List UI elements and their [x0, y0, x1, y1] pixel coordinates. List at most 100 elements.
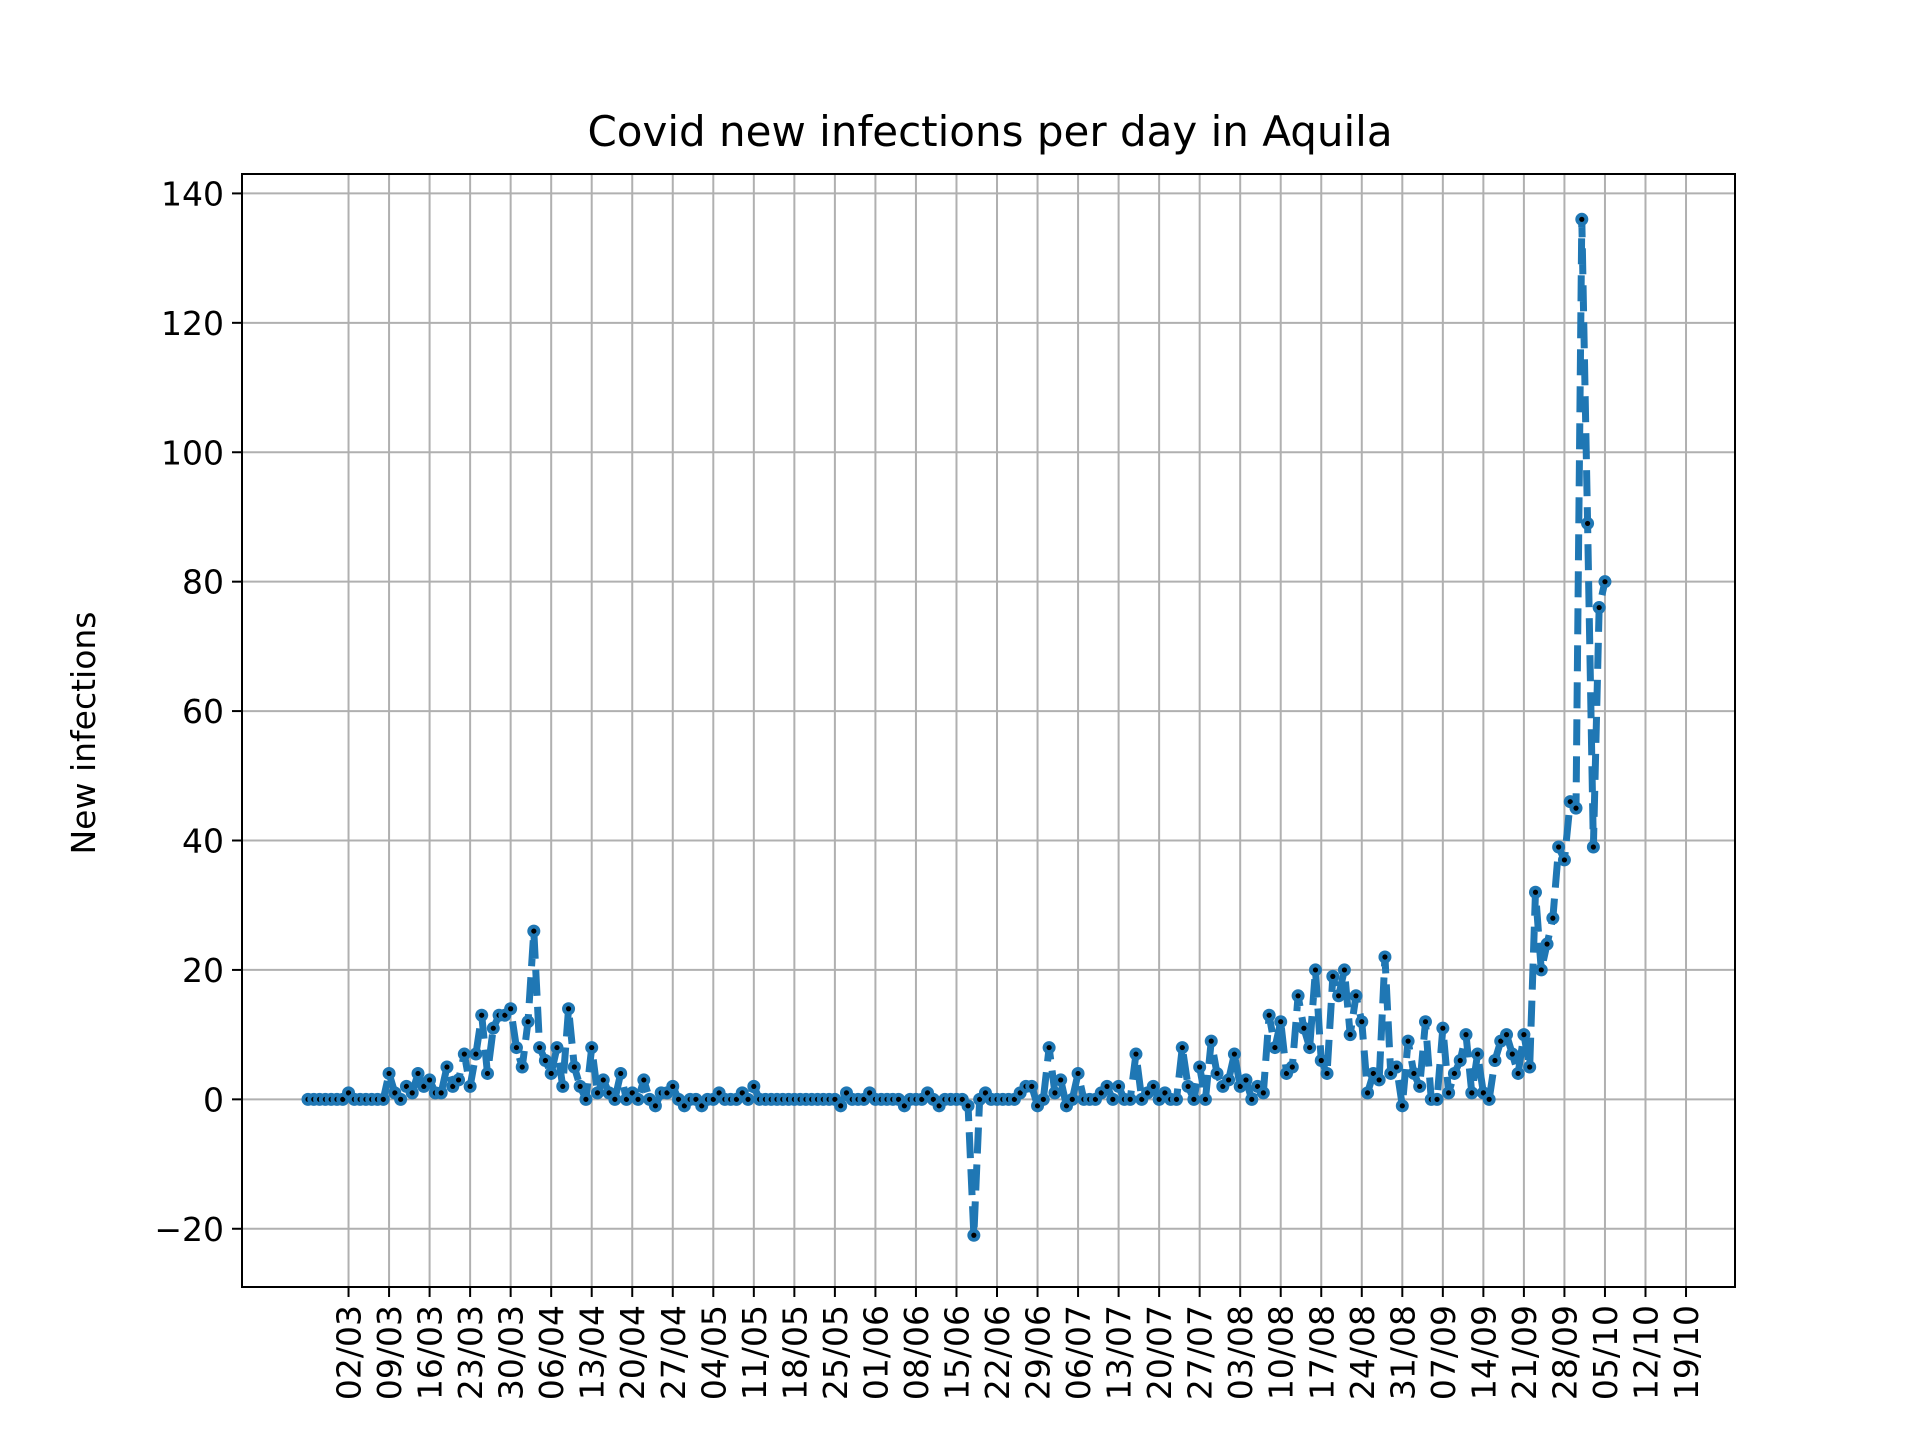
data-point-dot: [838, 1103, 844, 1109]
data-point-dot: [1173, 1096, 1180, 1102]
data-point-dot: [936, 1103, 942, 1109]
data-point-dot: [1393, 1064, 1400, 1070]
data-point-dot: [1278, 1019, 1284, 1025]
data-point-dot: [930, 1096, 936, 1102]
y-tick-label: 80: [182, 563, 224, 602]
data-point-dot: [1266, 1012, 1272, 1018]
data-point-dot: [1144, 1090, 1151, 1096]
data-point-dot: [670, 1083, 676, 1090]
data-point-dot: [398, 1096, 404, 1102]
x-tick-label: 09/03: [370, 1305, 409, 1400]
data-point-dot: [1451, 1070, 1458, 1077]
data-point-dot: [1139, 1096, 1145, 1102]
data-point-dot: [1579, 216, 1585, 222]
x-tick-label: 22/06: [978, 1305, 1017, 1400]
data-point-dot: [1301, 1025, 1307, 1031]
x-tick-label: 23/03: [451, 1305, 490, 1400]
x-tick-label: 01/06: [856, 1305, 895, 1400]
data-point-dot: [589, 1044, 595, 1051]
plot-frame: [241, 173, 1736, 1288]
data-point-dot: [1237, 1083, 1243, 1090]
y-tick-label: 60: [182, 692, 224, 731]
data-point-dot: [1515, 1070, 1521, 1077]
data-point-dot: [1116, 1083, 1122, 1090]
data-point-dot: [1457, 1057, 1463, 1064]
data-point-dot: [1046, 1044, 1052, 1051]
data-point-dot: [1405, 1038, 1411, 1044]
data-point-dot: [664, 1090, 670, 1096]
x-tick-label: 25/05: [816, 1305, 855, 1400]
x-tick-label: 15/06: [937, 1305, 976, 1400]
data-point-dot: [1150, 1083, 1156, 1090]
x-tick-label: 21/09: [1505, 1305, 1544, 1400]
data-point-dot: [1092, 1096, 1099, 1102]
y-tick-label: 40: [182, 822, 224, 861]
data-point-dot: [681, 1103, 687, 1109]
x-tick-label: 17/08: [1302, 1305, 1341, 1400]
data-point-dot: [1231, 1051, 1237, 1057]
data-point-dot: [1596, 604, 1602, 611]
data-point-dot: [832, 1096, 838, 1102]
data-point-dot: [1463, 1032, 1469, 1038]
x-tick-label: 11/05: [735, 1305, 774, 1400]
data-point-dot: [1254, 1083, 1261, 1090]
data-point-dot: [1503, 1032, 1510, 1038]
data-point-dot: [1283, 1070, 1290, 1077]
data-point-dot: [699, 1103, 705, 1109]
data-point-dot: [1185, 1083, 1191, 1090]
data-point-dot: [965, 1103, 971, 1109]
data-point-dot: [1474, 1051, 1481, 1057]
data-point-dot: [1104, 1083, 1110, 1090]
data-point-dot: [1446, 1090, 1452, 1096]
data-point-dot: [1162, 1090, 1168, 1096]
data-point-dot: [479, 1012, 485, 1018]
x-tick-label: 30/03: [492, 1305, 531, 1400]
x-tick-label: 02/03: [330, 1305, 369, 1400]
data-point-dot: [710, 1096, 716, 1102]
data-point-dot: [867, 1090, 873, 1096]
y-axis-label: New infections: [64, 611, 103, 854]
data-point-dot: [1521, 1032, 1527, 1038]
y-tick-label: 100: [161, 433, 224, 472]
data-point-dot: [1492, 1057, 1498, 1064]
data-point-dot: [1110, 1096, 1116, 1102]
data-point-dot: [502, 1012, 508, 1018]
data-point-dot: [1249, 1096, 1255, 1102]
data-point-dot: [1544, 941, 1550, 947]
data-point-dot: [641, 1077, 647, 1083]
data-point-dot: [1434, 1096, 1440, 1102]
data-point-dot: [1411, 1070, 1417, 1077]
y-tick-label: 20: [182, 951, 224, 990]
data-point-dot: [1538, 967, 1544, 973]
data-point-dot: [924, 1090, 931, 1096]
data-point-dot: [565, 1006, 572, 1012]
x-tick-label: 13/04: [573, 1305, 612, 1400]
data-point-dot: [345, 1090, 352, 1096]
data-point-dot: [745, 1096, 751, 1102]
data-point-dot: [438, 1090, 444, 1096]
data-point-dot: [594, 1090, 601, 1096]
data-point-dot: [1034, 1103, 1041, 1109]
series-line: [308, 215, 1609, 1239]
data-point-dot: [1202, 1096, 1209, 1102]
data-point-dot: [1422, 1019, 1429, 1025]
data-point-dot: [415, 1070, 421, 1077]
x-tick-label: 05/10: [1586, 1305, 1625, 1400]
x-tick-label: 20/04: [613, 1305, 652, 1400]
x-tick-label: 06/04: [532, 1305, 571, 1400]
data-point-dot: [1509, 1051, 1515, 1057]
x-tick-label: 08/06: [897, 1305, 936, 1400]
data-point-dot: [1353, 993, 1359, 999]
x-tick-label: 27/04: [654, 1305, 693, 1400]
data-point-dot: [1220, 1083, 1226, 1090]
data-point-dot: [421, 1083, 427, 1090]
data-point-dot: [1382, 954, 1388, 960]
data-point-dot: [919, 1096, 925, 1102]
data-point-dot: [484, 1070, 491, 1077]
series-infections: [308, 215, 1609, 1239]
data-point-dot: [548, 1070, 554, 1077]
data-point-dot: [1556, 844, 1562, 850]
data-point-dot: [1179, 1044, 1185, 1051]
data-point-dot: [1567, 799, 1573, 805]
